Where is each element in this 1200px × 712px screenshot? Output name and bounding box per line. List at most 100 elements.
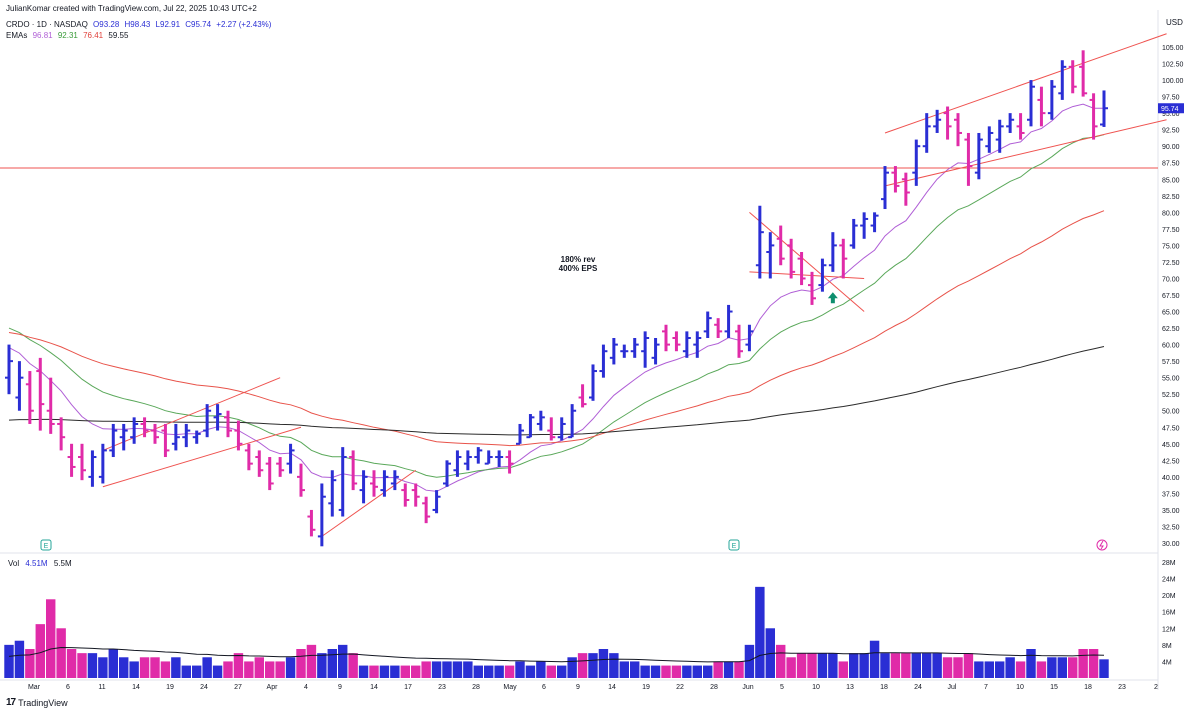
open-value: O93.28 bbox=[93, 20, 120, 29]
date-tick-label: Jul bbox=[948, 684, 957, 691]
volume-bar bbox=[1015, 661, 1026, 678]
volume-bar bbox=[275, 661, 285, 678]
lightning-icon bbox=[1099, 540, 1104, 550]
volume-bar bbox=[317, 653, 327, 678]
volume-bar bbox=[609, 653, 619, 678]
date-tick-label: 7 bbox=[984, 684, 988, 691]
volume-avg: 5.5M bbox=[53, 559, 72, 568]
chart-credit: JulianKomar created with TradingView.com… bbox=[6, 4, 257, 13]
volume-bar bbox=[536, 661, 546, 678]
date-tick-label: 5 bbox=[780, 684, 784, 691]
volume-bar bbox=[692, 665, 702, 678]
price-tick-label: 50.00 bbox=[1162, 409, 1180, 416]
volume-bar bbox=[901, 653, 911, 678]
date-tick-label: Mar bbox=[28, 684, 41, 691]
volume-bar bbox=[630, 661, 640, 678]
tradingview-name: TradingView bbox=[18, 697, 68, 708]
volume-bar bbox=[1057, 657, 1067, 678]
price-tick-label: 102.50 bbox=[1162, 62, 1184, 69]
volume-bar bbox=[703, 665, 713, 678]
volume-bar bbox=[671, 665, 682, 678]
volume-bar bbox=[807, 653, 817, 678]
volume-bar bbox=[567, 657, 577, 678]
date-tick-label: 19 bbox=[642, 684, 650, 691]
price-tick-label: 47.50 bbox=[1162, 425, 1180, 432]
volume-tick-label: 4M bbox=[1162, 659, 1172, 666]
date-tick-label: 17 bbox=[404, 684, 412, 691]
trendline-channel-lower bbox=[884, 119, 1167, 187]
volume-bar bbox=[244, 661, 254, 678]
volume-bar bbox=[713, 661, 723, 678]
volume-bar bbox=[828, 653, 838, 678]
volume-bar bbox=[682, 665, 692, 678]
price-tick-label: 95.00 bbox=[1162, 111, 1180, 118]
volume-bar bbox=[66, 649, 77, 678]
price-tick-label: 30.00 bbox=[1162, 541, 1180, 548]
volume-bar bbox=[1068, 657, 1078, 678]
volume-bar bbox=[296, 649, 306, 678]
volume-bar bbox=[358, 665, 369, 678]
date-tick-label: 19 bbox=[166, 684, 174, 691]
symbol-label[interactable]: CRDO · 1D · NASDAQ bbox=[6, 20, 88, 29]
price-tick-label: 105.00 bbox=[1162, 45, 1184, 52]
volume-bar bbox=[995, 661, 1005, 678]
date-tick-label: 10 bbox=[812, 684, 820, 691]
date-tick-label: 6 bbox=[66, 684, 70, 691]
date-tick-label: 9 bbox=[576, 684, 580, 691]
close-value: C95.74 bbox=[185, 20, 212, 29]
price-tick-label: 77.50 bbox=[1162, 227, 1180, 234]
volume-tick-label: 16M bbox=[1162, 610, 1176, 617]
price-tick-label: 90.00 bbox=[1162, 144, 1180, 151]
volume-bar bbox=[56, 628, 66, 678]
volume-legend[interactable]: Vol 4.51M 5.5M bbox=[8, 559, 76, 568]
volume-bar bbox=[327, 649, 337, 678]
change-value: +2.27 (+2.43%) bbox=[216, 20, 272, 29]
volume-bar bbox=[588, 653, 598, 678]
volume-bar bbox=[223, 661, 233, 678]
date-tick-label: 14 bbox=[370, 684, 378, 691]
volume-bar bbox=[577, 653, 588, 678]
volume-bar bbox=[859, 653, 869, 678]
date-tick-label: 15 bbox=[1050, 684, 1058, 691]
volume-bar bbox=[640, 665, 650, 678]
volume-bar bbox=[4, 644, 14, 678]
volume-bar bbox=[338, 644, 348, 678]
volume-bar bbox=[723, 661, 734, 678]
volume-bar bbox=[46, 599, 56, 678]
tradingview-mark-icon: 17 bbox=[6, 697, 16, 708]
price-tick-label: 45.00 bbox=[1162, 442, 1180, 449]
volume-bar bbox=[1099, 659, 1109, 678]
volume-bar bbox=[285, 657, 296, 678]
ema-10-line bbox=[8, 103, 1104, 492]
volume-bar bbox=[150, 657, 160, 678]
volume-bar bbox=[14, 640, 25, 678]
volume-tick-label: 12M bbox=[1162, 626, 1176, 633]
price-tick-label: 40.00 bbox=[1162, 475, 1180, 482]
volume-bar bbox=[233, 653, 244, 678]
date-tick-label: 10 bbox=[1016, 684, 1024, 691]
volume-bar bbox=[400, 665, 410, 678]
volume-bar bbox=[265, 661, 275, 678]
price-tick-label: 57.50 bbox=[1162, 359, 1180, 366]
date-tick-label: 28 bbox=[710, 684, 718, 691]
price-tick-label: 60.00 bbox=[1162, 343, 1180, 350]
volume-average-line bbox=[8, 646, 1105, 663]
price-tick-label: 32.50 bbox=[1162, 524, 1180, 531]
volume-bar bbox=[932, 653, 942, 678]
ema-21-line bbox=[8, 134, 1105, 478]
price-tick-label: 80.00 bbox=[1162, 210, 1180, 217]
date-tick-label: 24 bbox=[200, 684, 208, 691]
volume-bar bbox=[87, 653, 98, 678]
date-tick-label: 11 bbox=[98, 684, 105, 691]
ema-legend[interactable]: EMAs 96.81 92.31 76.41 59.55 bbox=[6, 31, 131, 40]
ema4-value: 59.55 bbox=[108, 31, 129, 40]
date-tick-label: 14 bbox=[132, 684, 140, 691]
tradingview-logo[interactable]: 17 TradingView bbox=[6, 697, 68, 708]
volume-bar bbox=[619, 661, 629, 678]
date-tick-label: 28 bbox=[472, 684, 480, 691]
trendline-channel-upper bbox=[884, 33, 1167, 134]
volume-label: Vol bbox=[8, 559, 20, 568]
ema1-value: 96.81 bbox=[32, 31, 53, 40]
volume-bar bbox=[139, 657, 150, 678]
